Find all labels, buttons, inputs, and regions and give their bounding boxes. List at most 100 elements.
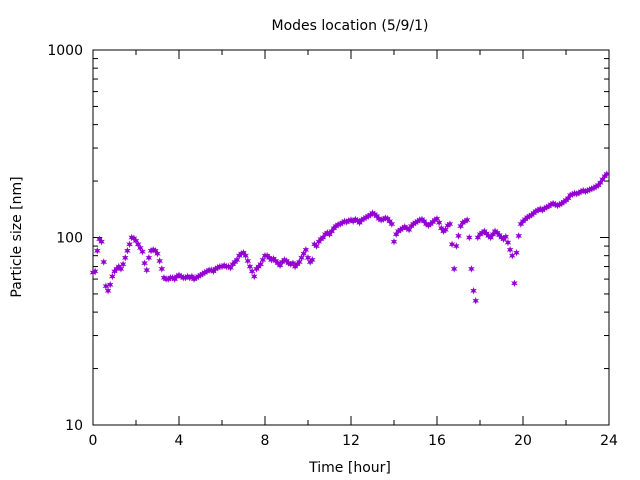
data-point bbox=[519, 217, 527, 226]
data-point bbox=[562, 196, 570, 205]
data-point bbox=[511, 279, 518, 288]
data-point bbox=[601, 172, 608, 181]
x-tick-label: 12 bbox=[342, 433, 360, 449]
data-point bbox=[506, 245, 514, 254]
data-point bbox=[261, 251, 269, 260]
data-point bbox=[496, 231, 503, 239]
data-point bbox=[603, 170, 611, 178]
data-point bbox=[315, 237, 323, 246]
data-point bbox=[246, 262, 254, 271]
data-point bbox=[235, 251, 243, 260]
data-point bbox=[141, 259, 148, 267]
data-point bbox=[253, 265, 260, 273]
data-point bbox=[242, 251, 249, 260]
data-point bbox=[300, 249, 307, 258]
data-point bbox=[481, 227, 488, 236]
data-point bbox=[250, 272, 258, 281]
data-point bbox=[435, 218, 443, 227]
data-point bbox=[326, 230, 333, 239]
data-point bbox=[223, 262, 230, 271]
data-point bbox=[274, 259, 282, 267]
data-point bbox=[188, 272, 196, 281]
data-point bbox=[493, 228, 501, 237]
data-point bbox=[115, 262, 123, 271]
data-point bbox=[438, 224, 445, 233]
x-tick-label: 24 bbox=[600, 433, 618, 449]
data-point bbox=[259, 256, 267, 264]
data-point bbox=[539, 206, 546, 214]
data-point bbox=[306, 258, 314, 266]
y-tick-label: 10 bbox=[65, 418, 83, 434]
data-point bbox=[513, 248, 520, 257]
data-point bbox=[113, 265, 120, 273]
data-point bbox=[515, 232, 522, 240]
data-point bbox=[330, 224, 338, 233]
data-point bbox=[109, 272, 116, 281]
data-point bbox=[530, 209, 538, 217]
data-point bbox=[508, 251, 516, 260]
data-point bbox=[384, 214, 391, 223]
data-point bbox=[474, 233, 482, 242]
y-axis-label: Particle size [nm] bbox=[9, 176, 25, 297]
data-point bbox=[487, 233, 495, 242]
data-point bbox=[119, 260, 127, 269]
y-tick-label: 100 bbox=[56, 231, 83, 247]
data-point bbox=[446, 220, 454, 228]
data-point bbox=[233, 256, 241, 264]
data-point bbox=[405, 225, 413, 234]
chart-title: Modes location (5/9/1) bbox=[272, 18, 429, 34]
data-point bbox=[418, 215, 426, 224]
data-point bbox=[154, 249, 161, 258]
data-point bbox=[296, 258, 303, 266]
data-point bbox=[145, 253, 153, 262]
data-point bbox=[427, 220, 434, 228]
data-point bbox=[289, 259, 297, 267]
data-point bbox=[483, 229, 490, 238]
data-point bbox=[104, 286, 112, 295]
data-point bbox=[420, 217, 428, 226]
data-point bbox=[502, 232, 510, 241]
data-point bbox=[293, 260, 301, 269]
data-point bbox=[571, 189, 578, 198]
data-point bbox=[517, 220, 525, 228]
data-point bbox=[100, 258, 108, 266]
data-point bbox=[117, 265, 125, 273]
data-point bbox=[276, 261, 284, 270]
data-point bbox=[349, 217, 357, 226]
data-point bbox=[407, 222, 415, 230]
data-point bbox=[130, 234, 138, 243]
data-point bbox=[143, 266, 151, 274]
data-point bbox=[139, 247, 146, 256]
plot-frame bbox=[92, 49, 610, 426]
data-point bbox=[126, 240, 133, 249]
data-point bbox=[121, 253, 129, 262]
data-point bbox=[450, 265, 458, 273]
data-point bbox=[457, 222, 464, 230]
data-point bbox=[124, 246, 131, 255]
data-point bbox=[429, 218, 436, 226]
data-point bbox=[302, 245, 310, 254]
data-point bbox=[392, 230, 400, 239]
data-point bbox=[470, 286, 477, 295]
data-point bbox=[367, 211, 374, 219]
data-point bbox=[328, 227, 335, 236]
x-axis-label: Time [hour] bbox=[308, 460, 391, 476]
data-point bbox=[465, 233, 473, 242]
data-point bbox=[180, 273, 187, 282]
data-point bbox=[210, 267, 217, 276]
data-point bbox=[489, 230, 497, 239]
data-point bbox=[597, 178, 604, 187]
x-tick-label: 4 bbox=[175, 433, 184, 449]
data-point bbox=[386, 217, 393, 226]
data-point bbox=[594, 181, 602, 190]
data-points bbox=[89, 170, 611, 305]
x-tick-label: 20 bbox=[514, 433, 532, 449]
data-point bbox=[227, 263, 234, 272]
data-point bbox=[91, 267, 99, 276]
data-point bbox=[270, 254, 277, 263]
data-point bbox=[442, 225, 449, 234]
x-tick-label: 16 bbox=[428, 433, 446, 449]
data-point bbox=[390, 237, 398, 246]
data-point bbox=[94, 246, 101, 255]
